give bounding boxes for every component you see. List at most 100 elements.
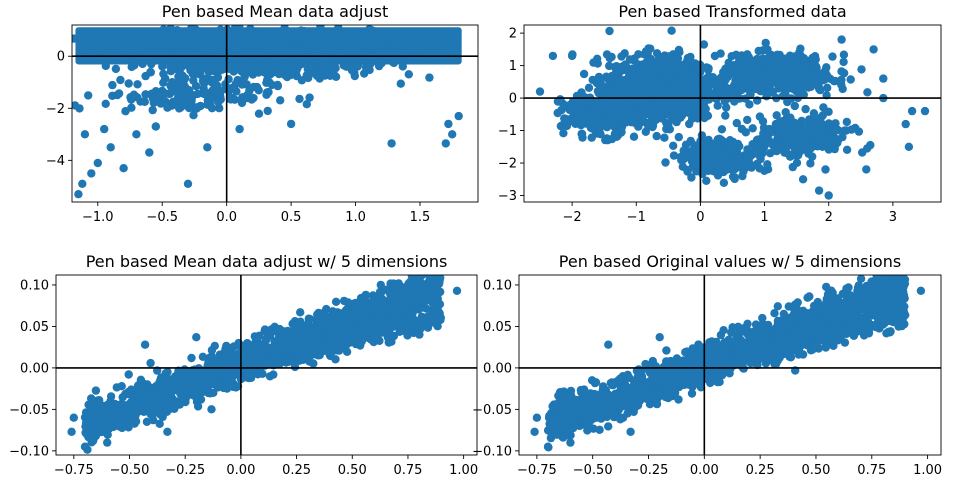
- scatter-point: [701, 88, 710, 97]
- scatter-point: [254, 109, 264, 118]
- scatter-point: [401, 32, 411, 41]
- scatter-point: [284, 33, 294, 43]
- scatter-point: [674, 132, 683, 142]
- scatter-point: [149, 30, 158, 39]
- scatter-point: [671, 81, 681, 91]
- scatter-point: [425, 73, 434, 82]
- scatter-point: [428, 30, 437, 39]
- scatter-point: [327, 36, 336, 45]
- scatter-point: [280, 25, 289, 32]
- scatter-point: [747, 66, 756, 75]
- scatter-point: [824, 119, 833, 128]
- scatter-point: [199, 58, 208, 68]
- scatter-point: [625, 55, 635, 64]
- scatter-point: [133, 42, 142, 51]
- scatter-point: [116, 75, 125, 85]
- scatter-point: [257, 36, 266, 45]
- scatter-point: [156, 99, 166, 108]
- scatter-point: [132, 130, 141, 139]
- scatter-point: [262, 58, 271, 67]
- scatter-point: [189, 76, 198, 85]
- scatter-point: [692, 105, 701, 114]
- scatter-point: [798, 126, 807, 136]
- scatter-point: [837, 75, 846, 85]
- scatter-point: [177, 92, 186, 102]
- scatter-point: [795, 48, 804, 57]
- scatter-point: [569, 116, 579, 125]
- scatter-points: [67, 275, 462, 454]
- scatter-point: [795, 136, 804, 145]
- scatter-point: [879, 74, 888, 83]
- chart-panel-3: −0.75 −0.50 −0.25 0.00 0.25 0.50 0.75 1.000.100…: [9, 252, 478, 478]
- scatter-point: [781, 82, 790, 91]
- scatter-point: [398, 62, 407, 71]
- scatter-point: [652, 65, 662, 74]
- scatter-point: [692, 160, 701, 169]
- scatter-point: [231, 25, 240, 32]
- scatter-point: [84, 91, 93, 100]
- scatter-point: [755, 112, 765, 121]
- scatter-point: [562, 121, 572, 131]
- scatter-point: [808, 152, 817, 161]
- scatter-point: [645, 76, 654, 85]
- scatter-point: [605, 61, 614, 71]
- scatter-point: [837, 35, 846, 44]
- scatter-point: [207, 346, 217, 355]
- scatter-point: [265, 47, 275, 56]
- x-tick-label: 0.0: [216, 210, 237, 225]
- scatter-point: [801, 104, 810, 114]
- scatter-point: [715, 80, 725, 89]
- scatter-point: [608, 120, 617, 129]
- scatter-point: [831, 126, 841, 135]
- scatter-point: [119, 164, 128, 173]
- scatter-point: [268, 36, 277, 45]
- scatter-point: [759, 69, 768, 79]
- scatter-point: [601, 121, 610, 131]
- scatter-point: [362, 38, 371, 47]
- scatter-point: [310, 69, 319, 78]
- scatter-point: [297, 76, 307, 85]
- scatter-point: [668, 60, 677, 69]
- scatter-point: [91, 386, 101, 395]
- scatter-point: [592, 116, 601, 125]
- y-tick-label: −1: [498, 124, 517, 139]
- scatter-point: [780, 54, 790, 63]
- scatter-point: [854, 127, 864, 136]
- scatter-point: [772, 111, 781, 120]
- x-tick-label: 0.5: [281, 210, 302, 225]
- scatter-point: [275, 68, 284, 78]
- scatter-point: [577, 118, 587, 127]
- scatter-point: [97, 36, 106, 45]
- scatter-point: [738, 171, 747, 181]
- scatter-point: [727, 52, 736, 61]
- scatter-point: [108, 80, 117, 90]
- scatter-point: [245, 86, 254, 96]
- scatter-point: [641, 127, 650, 136]
- scatter-point: [758, 46, 768, 55]
- scatter-point: [784, 75, 793, 85]
- scatter-point: [559, 129, 568, 138]
- scatter-point: [735, 154, 744, 163]
- scatter-point: [572, 91, 582, 101]
- scatter-point: [302, 100, 311, 109]
- scatter-point: [388, 43, 397, 52]
- scatter-point: [273, 47, 282, 56]
- scatter-point: [269, 370, 278, 379]
- scatter-point: [151, 122, 160, 131]
- scatter-point: [645, 55, 654, 64]
- scatter-point: [699, 40, 709, 49]
- scatter-point: [567, 51, 577, 61]
- scatter-point: [796, 147, 805, 156]
- scatter-point: [80, 130, 90, 139]
- scatter-point: [611, 76, 620, 86]
- scatter-point: [396, 79, 405, 88]
- scatter-point: [669, 151, 679, 160]
- scatter-point: [241, 80, 250, 89]
- scatter-point: [724, 58, 733, 67]
- scatter-points: [72, 25, 463, 199]
- scatter-point: [722, 165, 731, 174]
- x-tick-label: 0: [696, 210, 704, 225]
- scatter-point: [624, 103, 634, 112]
- x-tick-label: −1.0: [82, 210, 114, 225]
